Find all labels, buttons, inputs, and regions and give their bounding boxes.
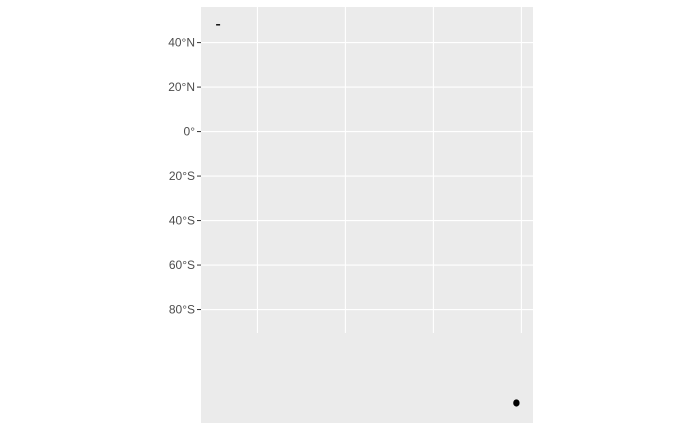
data-points [216, 24, 520, 407]
y-axis: 40°N 20°N 0° 20°S 40°S 60°S 80°S [168, 36, 201, 317]
y-tick-label: 80°S [169, 303, 195, 317]
y-tick-label: 40°S [169, 214, 195, 228]
data-point [513, 399, 520, 407]
y-tick-label: 20°N [168, 80, 195, 94]
y-tick-label: 0° [184, 125, 196, 139]
y-tick-label: 20°S [169, 169, 195, 183]
gridlines [201, 7, 533, 333]
plot-panel [201, 7, 533, 423]
y-tick-label: 60°S [169, 258, 195, 272]
y-tick-label: 40°N [168, 36, 195, 50]
